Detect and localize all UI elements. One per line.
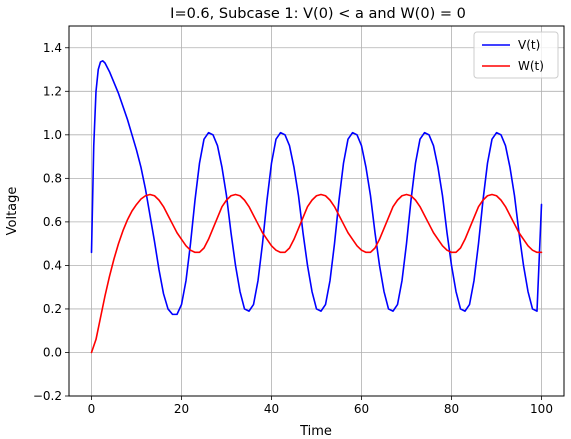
- y-tick-label: 0.6: [43, 215, 62, 229]
- y-tick-label: 0.2: [43, 302, 62, 316]
- legend-box: [473, 31, 559, 79]
- plot-area: [69, 26, 564, 396]
- series-layer: [90, 60, 543, 354]
- y-tick-label: 1.4: [43, 41, 62, 55]
- y-tick-label: 0.4: [43, 258, 62, 272]
- axis-ticks: 0 20 40 60 80 100 −0.2 0.0 0.2 0.4 0.6 0.8 1.0 1.2 1.4: [33, 41, 553, 416]
- x-tick-label: 20: [174, 402, 189, 416]
- legend-label: V(t): [518, 38, 540, 52]
- y-tick-label: 1.2: [43, 84, 62, 98]
- legend: V(t) W(t): [473, 31, 559, 79]
- x-tick-label: 40: [264, 402, 279, 416]
- chart-title: I=0.6, Subcase 1: V(0) < a and W(0) = 0: [170, 6, 466, 22]
- y-tick-label: 0.0: [43, 345, 62, 359]
- y-tick-label: −0.2: [33, 389, 62, 403]
- plot-frame: [68, 25, 565, 397]
- y-tick-label: 1.0: [43, 128, 62, 142]
- x-tick-label: 80: [444, 402, 459, 416]
- legend-label: W(t): [518, 59, 544, 73]
- series-line-w: [90, 193, 543, 354]
- series-line-v: [90, 60, 543, 316]
- x-axis-label: Time: [299, 424, 332, 439]
- x-tick-label: 60: [354, 402, 369, 416]
- y-tick-label: 0.8: [43, 171, 62, 185]
- y-axis-label: Voltage: [5, 187, 20, 236]
- x-tick-label: 100: [530, 402, 553, 416]
- x-tick-label: 0: [88, 402, 96, 416]
